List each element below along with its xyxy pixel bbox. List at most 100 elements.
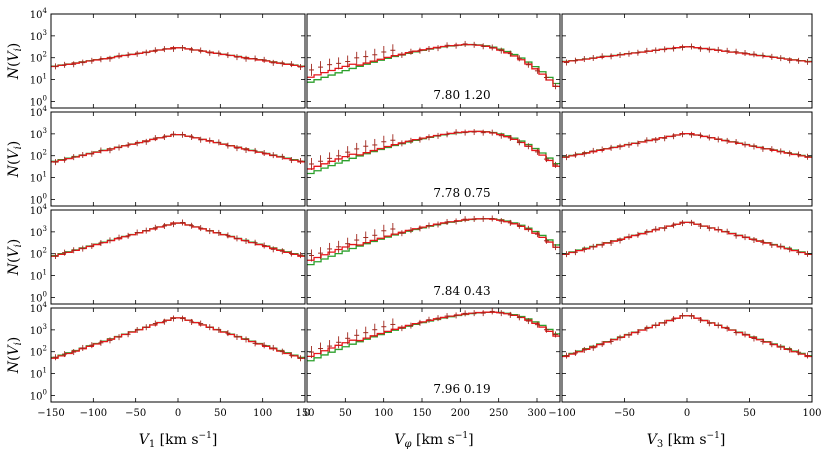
panel-r2-c1: 100 101 102 103 104 [30,105,306,207]
panel-annotation: 7.78 0.75 [433,186,490,200]
x-axis-title-vphi: Vφ [km s−1] [394,431,473,450]
y-tick-label: 101 [30,269,47,283]
panel-r1-c3 [561,13,813,109]
red-histogram [307,218,560,261]
y-axis-title: N(Vi) [6,239,24,277]
green-histogram [307,43,560,85]
panel-frame [306,111,561,207]
panel-plot-r1-c1 [51,44,305,70]
x-tick-label: −50 [125,408,146,419]
y-tick-label: 102 [30,149,47,163]
red-histogram [51,47,305,68]
panel-plot-r3-c3 [562,219,812,258]
panel-plot-r1-c2 [307,40,560,90]
x-tick-label: 50 [339,408,352,419]
panel-plot-r4-c2 [307,308,560,362]
red-histogram [307,43,560,87]
panel-frame [306,13,561,109]
y-tick-label: 103 [30,323,47,337]
panel-annotation: 7.84 0.43 [433,284,490,298]
panel-r4-c3: −100 −50 0 50 100 [548,307,822,419]
green-histogram [562,132,812,158]
green-histogram [51,317,305,359]
green-histogram [562,315,812,357]
panel-r3-c1: 100 101 102 103 104 [30,203,306,305]
green-histogram [51,222,305,257]
y-tick-label: 100 [30,192,47,206]
y-tick-label: 101 [30,171,47,185]
green-histogram [307,130,560,175]
red-histogram [562,132,812,158]
red-histogram [51,317,305,359]
y-tick-label: 101 [30,73,47,87]
y-tick-label: 104 [30,301,48,315]
x-axis-title-v1: V1 [km s−1] [139,431,218,450]
x-tick-label: 0 [684,408,690,419]
x-tick-label: 100 [802,408,821,419]
x-tick-label: −50 [614,408,635,419]
panel-plot-r3-c1 [51,219,305,260]
x-tick-label: 0 [175,408,181,419]
y-tick-label: 102 [30,345,47,359]
panel-frame [561,209,813,305]
y-tick-label: 100 [30,388,47,402]
y-axis-title: N(Vi) [6,43,24,81]
y-tick-label: 104 [30,203,48,217]
panel-plot-r2-c2 [307,129,560,175]
y-axis-title: N(Vi) [6,337,24,375]
panel-frame [50,111,306,207]
x-tick-label: −100 [80,408,107,419]
x-tick-label: 0 [304,408,310,419]
y-axis-title: N(Vi) [6,141,24,179]
red-histogram [562,315,812,358]
panel-r3-c3 [561,209,813,305]
panel-r3-c2: 7.84 0.43 [306,209,561,305]
x-tick-label: 50 [214,408,227,419]
panel-frame [561,307,813,403]
panel-annotation: 7.80 1.20 [433,88,490,102]
red-histogram [51,134,305,163]
y-axis-titles: N(Vi) N(Vi) N(Vi) N(Vi) [6,43,24,375]
panel-r1-c2: 7.80 1.20 [306,13,561,109]
green-histogram [51,133,305,162]
panel-r4-c2: 0 50 100 150 200 250 300 7.96 0.19 [304,307,561,419]
y-tick-label: 100 [30,94,47,108]
y-tick-label: 103 [30,127,47,141]
x-tick-label: 150 [412,408,431,419]
x-tick-label: 100 [253,408,272,419]
red-histogram [562,46,812,63]
x-tick-label: 250 [489,408,508,419]
panel-frame [561,13,813,109]
panel-frame [561,111,813,207]
panel-plot-r2-c1 [51,131,305,166]
x-tick-label: 150 [295,408,314,419]
red-histogram [562,221,812,256]
panel-r1-c1: 100 101 102 103 104 [30,7,306,109]
panel-plot-r4-c1 [51,315,305,362]
green-histogram [562,221,812,255]
panel-plot-r1-c3 [562,43,812,66]
panel-frame [50,307,306,403]
panel-grid: 100 101 102 103 104 7.80 1.20 100 101 102 103 104 7… [30,7,822,419]
panel-r4-c1: 100 101 102 103 104 −150 −100 −50 0 50 100 150 [30,301,315,419]
panel-annotation: 7.96 0.19 [433,382,490,396]
red-histogram [51,222,305,257]
y-tick-label: 102 [30,247,47,261]
panel-r2-c2: 7.78 0.75 [306,111,561,207]
panel-plot-r3-c2 [307,215,560,266]
red-histogram [307,130,560,170]
x-tick-label: −100 [548,408,575,419]
panel-frame [306,209,561,305]
y-tick-label: 104 [30,7,48,21]
panel-plot-r4-c3 [562,312,812,359]
x-tick-label: 50 [743,408,756,419]
panel-frame [50,209,306,305]
panel-plot-r2-c3 [562,131,812,161]
y-tick-label: 101 [30,367,47,381]
x-axis-title-v3: V3 [km s−1] [647,431,726,450]
x-tick-label: −150 [37,408,64,419]
x-tick-label: 200 [451,408,470,419]
y-tick-label: 102 [30,51,47,65]
green-histogram [562,46,812,63]
